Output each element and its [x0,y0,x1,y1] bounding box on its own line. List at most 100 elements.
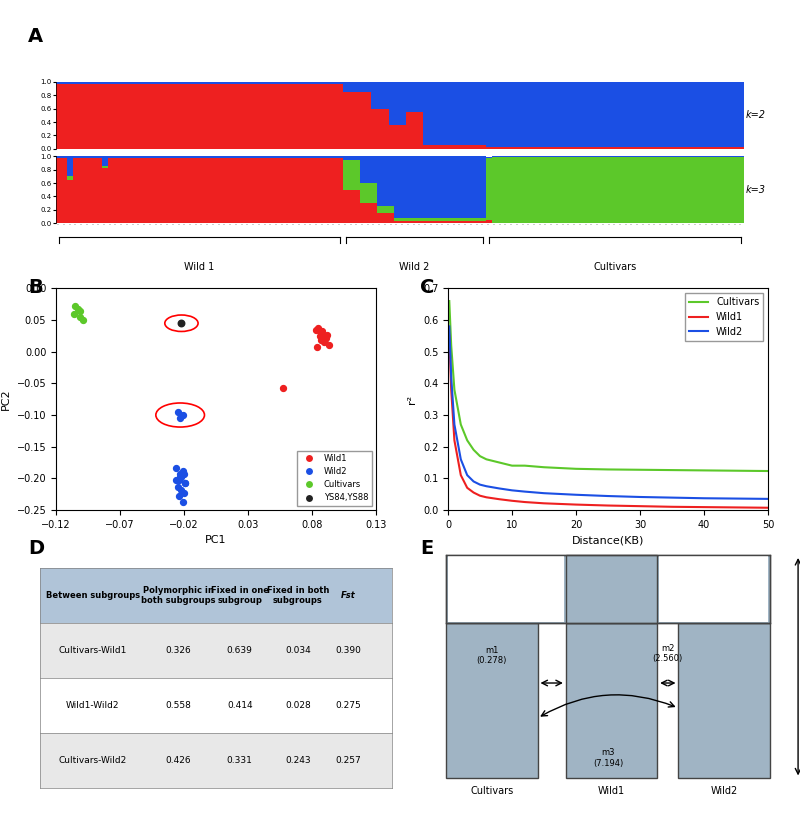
Bar [119,84,125,149]
Bar [331,82,337,84]
Bar [440,218,446,221]
Bar [458,156,463,218]
Bar [360,82,366,92]
Bar [251,84,257,149]
Wild1 [603,501,613,511]
Bar [40,678,392,733]
Bar [681,82,686,147]
Bar [342,190,349,223]
Bar [246,84,251,149]
Bar [400,125,406,149]
Bar [606,147,612,149]
Point [171,480,184,493]
Cultivars [731,466,741,476]
Bar [257,82,262,84]
Bar [354,190,360,223]
Bar [492,147,498,149]
Point [175,317,188,330]
Bar [262,84,268,149]
Bar [411,112,418,149]
Wild1 [571,500,581,510]
Bar [710,82,715,147]
Bar [274,84,280,149]
Bar [727,147,733,149]
Wild2 [507,486,517,496]
Bar [418,221,423,223]
Bar [480,145,486,149]
Bar [572,82,578,147]
Point [318,333,331,346]
Bar [314,158,320,223]
Point [322,339,335,352]
Bar [458,221,463,223]
Bar [176,158,182,223]
Bar [360,183,366,203]
Bar [389,213,394,223]
Wild2 [456,454,466,464]
Bar [119,158,125,223]
Bar [526,157,532,222]
Bar [486,147,492,149]
Bar [583,147,589,149]
Bar [170,158,176,223]
Bar [371,183,377,203]
Bar [262,156,268,158]
Bar [549,147,555,149]
Cultivars [494,457,504,467]
Wild1 [482,492,491,502]
Bar [119,82,125,84]
Bar [606,157,612,222]
Bar [463,221,469,223]
Bar [205,158,210,223]
Text: Polymorphic in
both subgroups: Polymorphic in both subgroups [141,585,215,605]
Bar [411,221,418,223]
Bar [400,218,406,221]
Bar [715,147,721,149]
Bar [74,84,79,149]
Bar [354,160,360,190]
Bar [646,157,652,222]
Bar [521,157,526,222]
Bar [114,84,119,149]
Bar [630,82,635,147]
Bar [217,82,222,84]
Wild1 [731,502,741,512]
Bar [686,82,692,147]
Bar [79,158,85,223]
Bar [114,158,119,223]
Bar [474,145,480,149]
Bar [74,158,79,223]
Bar [148,158,154,223]
Wild1 [667,502,677,512]
Bar [239,156,245,158]
Bar [154,158,159,223]
Bar [727,157,733,222]
Bar [257,156,262,158]
Bar [56,158,62,223]
Bar [222,158,228,223]
Bar [418,112,423,149]
Bar [658,82,664,147]
Text: D: D [28,539,44,558]
Bar [538,147,543,149]
Bar [710,157,715,222]
Wild2 [699,493,709,503]
Bar [692,147,698,149]
Bar [543,82,549,147]
Bar [188,158,194,223]
Bar [102,168,107,223]
Bar [498,82,503,147]
Bar [406,156,411,218]
Bar [543,157,549,222]
Wild1 [445,331,454,341]
Bar [354,156,360,160]
Bar [246,82,251,84]
Wild2 [475,480,485,490]
Bar [440,145,446,149]
Bar [205,82,210,84]
Point [74,303,86,317]
Bar [182,84,188,149]
Point [170,461,182,474]
Bar [371,82,377,109]
Bar [659,557,768,622]
